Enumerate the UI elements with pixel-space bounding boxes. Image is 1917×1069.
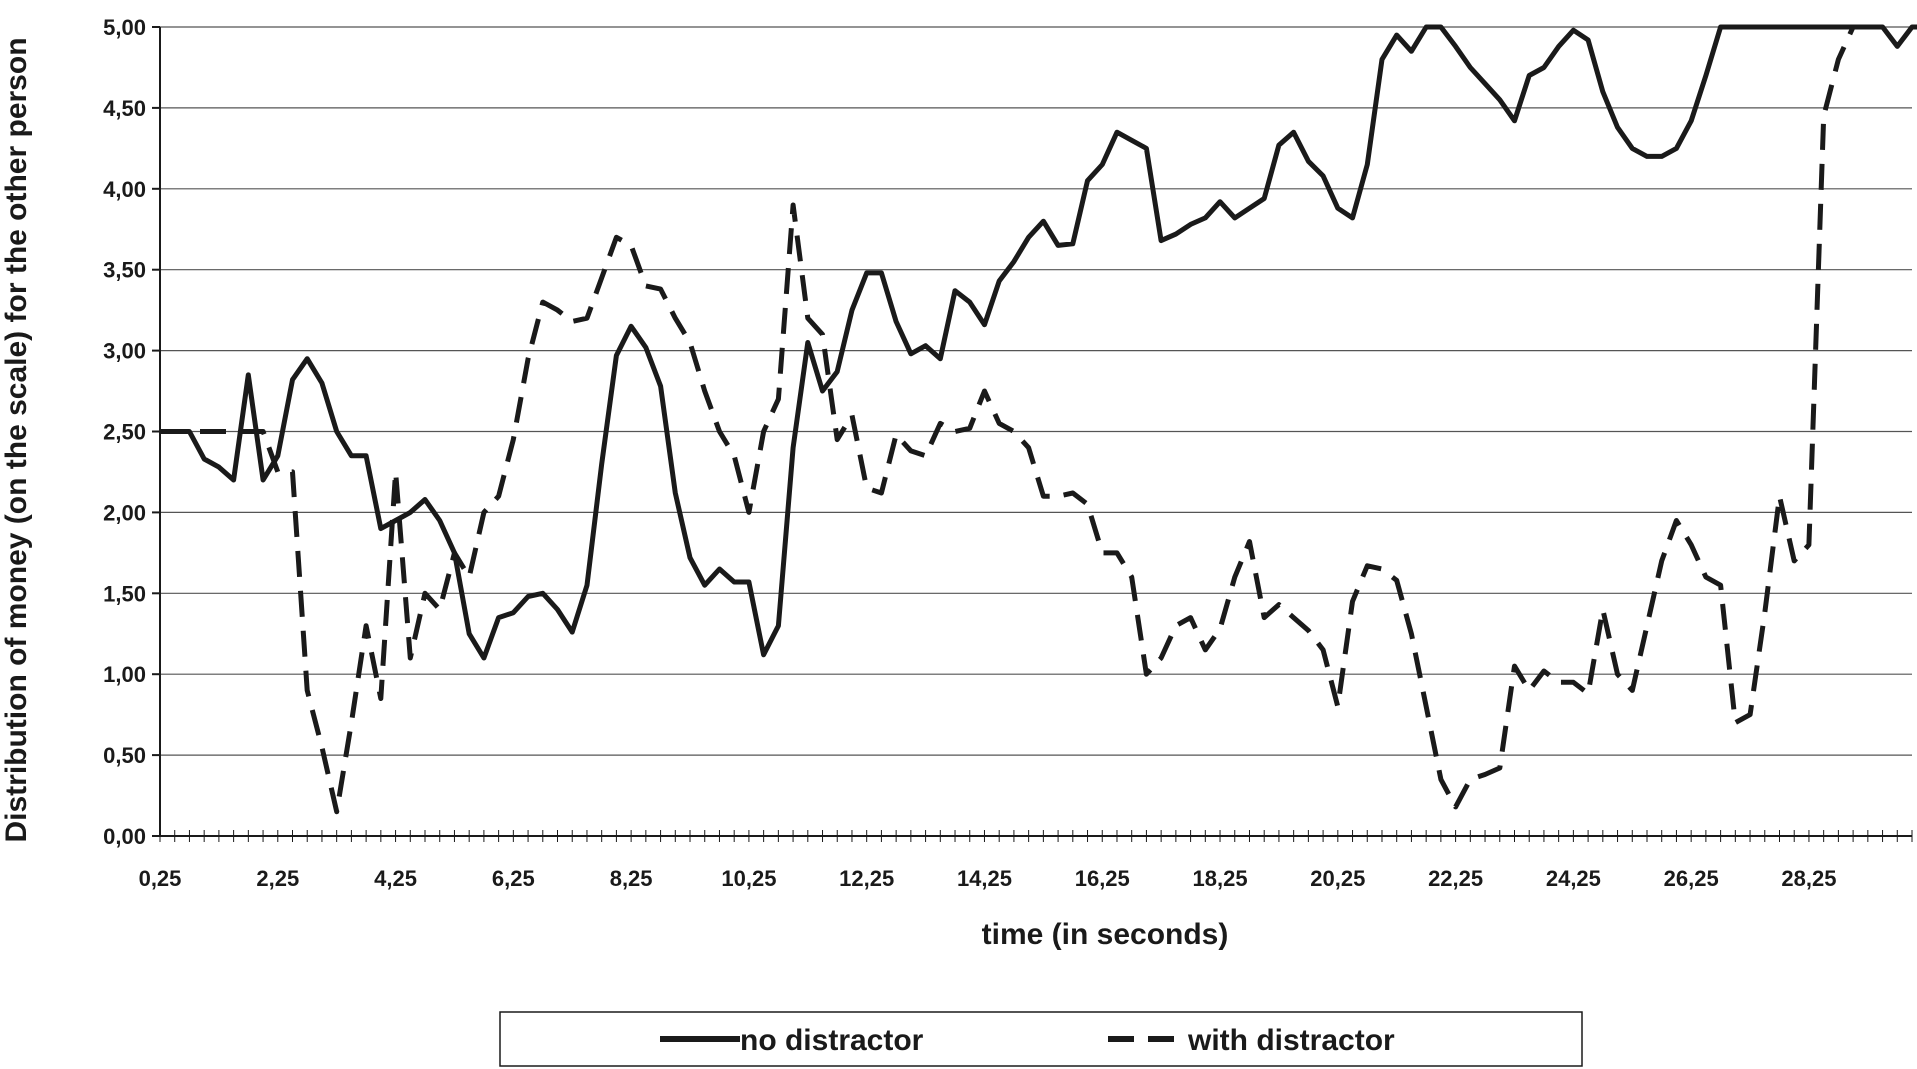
y-tick-label: 0,50 [103, 743, 146, 768]
x-tick-label: 4,25 [374, 866, 417, 891]
y-tick-label: 1,50 [103, 581, 146, 606]
x-tick-label: 0,25 [139, 866, 182, 891]
legend-label-no-distractor: no distractor [740, 1024, 924, 1057]
x-axis-tick-labels: 0,25 2,25 4,25 6,25 8,25 10,25 12,25 14,25 16,25… [139, 866, 1837, 891]
x-tick-label: 22,25 [1428, 866, 1483, 891]
y-tick-label: 1,00 [103, 662, 146, 687]
y-tick-label: 4,00 [103, 177, 146, 202]
x-tick-label: 26,25 [1664, 866, 1719, 891]
y-tick-label: 2,00 [103, 500, 146, 525]
legend-label-with-distractor: with distractor [1187, 1024, 1395, 1057]
series-line-no-distractor [160, 24, 1917, 661]
x-tick-label: 2,25 [256, 866, 299, 891]
legend: no distractor with distractor [499, 1011, 1583, 1067]
x-tick-label: 28,25 [1781, 866, 1836, 891]
y-tick-label: 3,50 [103, 258, 146, 283]
series-layer [160, 24, 1917, 815]
y-tick-label: 0,00 [103, 824, 146, 849]
x-tick-label: 16,25 [1075, 866, 1130, 891]
y-tick-label: 3,00 [103, 339, 146, 364]
y-axis-title: Distribution of money (on the scale) for… [0, 37, 33, 842]
gridlines [152, 26, 1912, 837]
y-axis-tick-labels: 0,00 0,50 1,00 1,50 2,00 2,50 3,00 3,50 4,00 4,50… [103, 15, 146, 849]
x-tick-label: 12,25 [839, 866, 894, 891]
y-tick-label: 2,50 [103, 420, 146, 445]
series-line-with-distractor [160, 24, 1868, 815]
x-tick-label: 10,25 [721, 866, 776, 891]
x-tick-label: 20,25 [1310, 866, 1365, 891]
x-axis-title: time (in seconds) [982, 918, 1229, 951]
x-tick-label: 8,25 [610, 866, 653, 891]
x-tick-label: 6,25 [492, 866, 535, 891]
y-tick-label: 4,50 [103, 96, 146, 121]
x-tick-label: 24,25 [1546, 866, 1601, 891]
x-tick-label: 18,25 [1193, 866, 1248, 891]
x-tick-label: 14,25 [957, 866, 1012, 891]
y-tick-label: 5,00 [103, 15, 146, 40]
